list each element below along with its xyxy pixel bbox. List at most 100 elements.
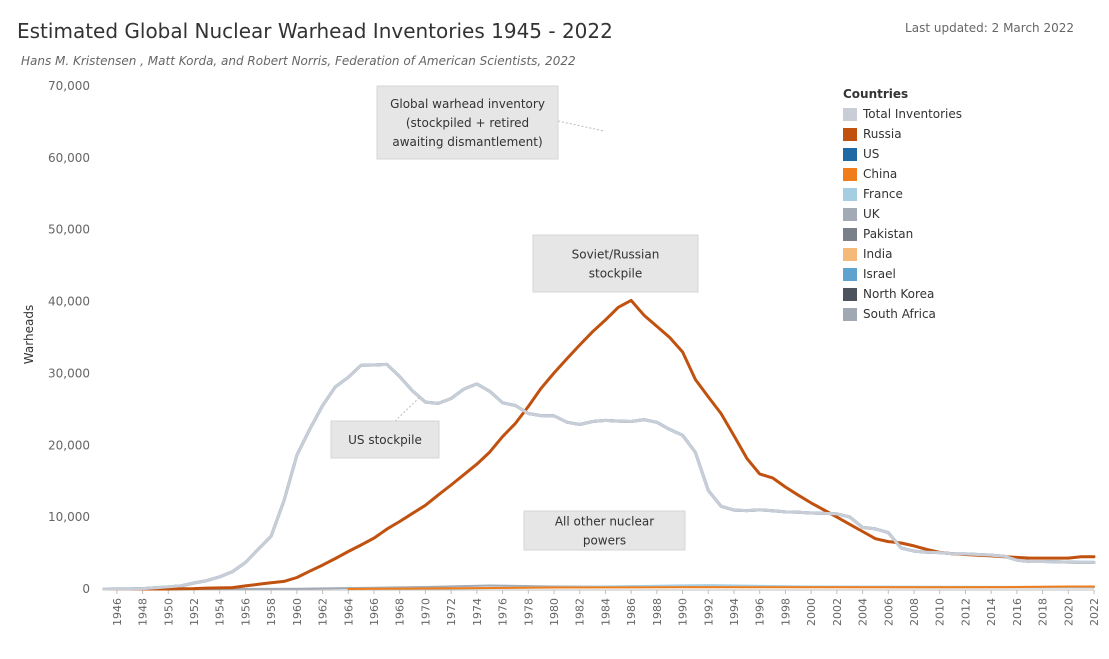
x-tick-label: 1986	[625, 598, 638, 626]
annotation-connector	[391, 396, 421, 425]
legend-item[interactable]: Israel	[843, 264, 962, 284]
legend-swatch	[843, 127, 857, 141]
x-tick-label: 1952	[188, 598, 201, 626]
legend-swatch	[843, 267, 857, 281]
annotation-text: Global warhead inventory	[390, 97, 545, 111]
annotation-box	[330, 420, 440, 459]
legend-swatch	[843, 107, 857, 121]
x-tick-label: 1988	[651, 598, 664, 626]
x-tick-label: 2008	[908, 598, 921, 626]
annotation-connector	[557, 120, 605, 132]
series-line-total-inventories	[102, 362, 1096, 591]
annotation-box	[532, 234, 699, 293]
y-tick-label: 30,000	[48, 366, 90, 380]
legend-swatch	[843, 167, 857, 181]
annotation-text: stockpile	[589, 267, 643, 281]
annotation-box	[376, 85, 559, 160]
last-updated-label: Last updated: 2 March 2022	[905, 21, 1074, 35]
legend-label: China	[863, 167, 898, 181]
x-tick-label: 1998	[779, 598, 792, 626]
legend-label: Pakistan	[863, 227, 914, 241]
x-tick-label: 1958	[265, 598, 278, 626]
x-tick-label: 1990	[677, 598, 690, 626]
legend-label: UK	[863, 207, 880, 221]
x-tick-label: 2020	[1062, 598, 1075, 626]
legend-item[interactable]: China	[843, 164, 962, 184]
annotation-text: powers	[583, 534, 626, 548]
x-tick-label: 2002	[831, 598, 844, 626]
x-tick-label: 1992	[702, 598, 715, 626]
annotation-text: All other nuclear	[555, 515, 654, 529]
legend-label: India	[863, 247, 893, 261]
legend-swatch	[843, 307, 857, 321]
x-tick-label: 1968	[394, 598, 407, 626]
x-tick-label: 2000	[805, 598, 818, 626]
y-tick-label: 70,000	[48, 79, 90, 93]
legend-label: Total Inventories	[863, 107, 963, 121]
annotation-text: (stockpiled + retired	[406, 116, 529, 130]
legend-item[interactable]: South Africa	[843, 304, 962, 324]
x-tick-label: 2014	[985, 598, 998, 626]
series-line-china	[347, 585, 1095, 590]
annotation-box	[523, 510, 686, 551]
legend-swatch	[843, 227, 857, 241]
legend-item[interactable]: Total Inventories	[843, 104, 962, 124]
x-tick-label: 2006	[882, 598, 895, 626]
legend-swatch	[843, 287, 857, 301]
annotation-text: US stockpile	[348, 433, 422, 447]
x-tick-label: 1960	[291, 598, 304, 626]
annotation-text: Soviet/Russian	[572, 248, 660, 262]
y-axis-label: Warheads	[22, 305, 36, 364]
legend-swatch	[843, 207, 857, 221]
x-tick-label: 2004	[857, 598, 870, 626]
legend-label: North Korea	[863, 287, 935, 301]
x-tick-label: 1982	[574, 598, 587, 626]
legend-swatch	[843, 147, 857, 161]
legend-item[interactable]: UK	[843, 204, 962, 224]
x-tick-label: 1950	[162, 598, 175, 626]
x-tick-label: 2018	[1037, 598, 1050, 626]
legend-item[interactable]: US	[843, 144, 962, 164]
x-tick-label: 1980	[548, 598, 561, 626]
y-tick-label: 50,000	[48, 223, 90, 237]
legend-item[interactable]: India	[843, 244, 962, 264]
x-tick-label: 1974	[471, 598, 484, 626]
legend-swatch	[843, 187, 857, 201]
legend-label: Israel	[863, 267, 896, 281]
y-tick-label: 40,000	[48, 295, 90, 309]
y-tick-label: 20,000	[48, 438, 90, 452]
x-tick-label: 2022	[1088, 598, 1101, 626]
x-tick-label: 1978	[522, 598, 535, 626]
x-tick-label: 1962	[317, 598, 330, 626]
x-tick-label: 1946	[111, 598, 124, 626]
series-line-russia	[102, 298, 1096, 591]
x-tick-label: 1970	[419, 598, 432, 626]
x-tick-label: 1964	[342, 598, 355, 626]
x-tick-label: 1954	[214, 598, 227, 626]
legend-label: US	[863, 147, 880, 161]
y-tick-label: 60,000	[48, 151, 90, 165]
legend: Countries Total Inventories Russia US China…	[843, 87, 962, 324]
chart-subtitle: Hans M. Kristensen , Matt Korda, and Rob…	[21, 54, 576, 68]
x-tick-label: 2010	[934, 598, 947, 626]
legend-label: South Africa	[863, 307, 936, 321]
x-tick-label: 1948	[137, 598, 150, 626]
legend-item[interactable]: Pakistan	[843, 224, 962, 244]
x-tick-label: 1984	[599, 598, 612, 626]
legend-item[interactable]: France	[843, 184, 962, 204]
x-tick-label: 2016	[1011, 598, 1024, 626]
legend-items: Total Inventories Russia US China France UK Pa…	[843, 104, 962, 324]
legend-swatch	[843, 247, 857, 261]
y-tick-label: 10,000	[48, 510, 90, 524]
legend-item[interactable]: Russia	[843, 124, 962, 144]
legend-label: France	[863, 187, 903, 201]
legend-label: Russia	[863, 127, 902, 141]
x-tick-label: 1972	[445, 598, 458, 626]
x-tick-label: 1994	[728, 598, 741, 626]
y-tick-label: 0	[82, 582, 90, 596]
x-tick-label: 1956	[239, 598, 252, 626]
chart-title: Estimated Global Nuclear Warhead Invento…	[17, 19, 613, 43]
legend-item[interactable]: North Korea	[843, 284, 962, 304]
x-tick-label: 1966	[368, 598, 381, 626]
